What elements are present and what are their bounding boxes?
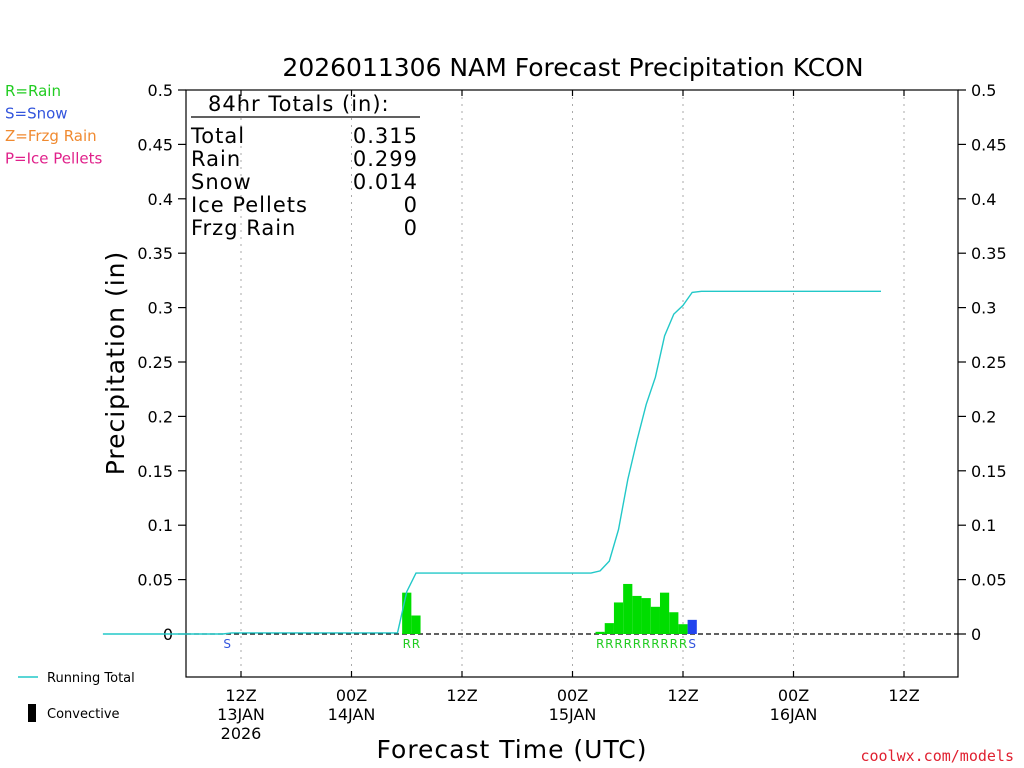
y-tick-label-right: 0.5 — [971, 81, 996, 100]
type-legend-entry: P=Ice Pellets — [5, 150, 102, 168]
x-tick-label: 00Z — [336, 686, 367, 705]
type-marker: R — [670, 637, 678, 651]
totals-header: 84hr Totals (in): — [208, 92, 390, 116]
type-legend-entry: R=Rain — [5, 82, 61, 100]
y-tick-label-right: 0.45 — [971, 135, 1007, 154]
y-tick-label-right: 0.2 — [971, 407, 996, 426]
x-tick-label: 00Z — [778, 686, 809, 705]
precip-bar — [659, 592, 670, 634]
x-tick-label: 12Z — [667, 686, 698, 705]
totals-row-label: Total — [190, 124, 245, 148]
precip-bar — [641, 598, 651, 634]
x-tick-label-date: 14JAN — [328, 705, 376, 724]
type-marker: R — [605, 637, 613, 651]
precip-bar — [411, 615, 421, 634]
y-axis-right: 0 0.05 0.1 0.15 0.2 0.25 0.3 0.35 0.4 0.45 0.5 — [958, 81, 1007, 644]
y-tick-label-left: 0.05 — [137, 571, 173, 590]
type-marker: R — [651, 637, 659, 651]
type-marker: R — [624, 637, 632, 651]
y-tick-label-left: 0.3 — [148, 299, 173, 318]
y-tick-label-left: 0.35 — [137, 244, 173, 263]
totals-row-label: Ice Pellets — [191, 193, 308, 217]
y-tick-label-right: 0.05 — [971, 571, 1007, 590]
grid-lines — [240, 90, 905, 677]
y-axis-left: 00.050.10.150.20.250.30.350.40.450.5 — [137, 81, 186, 644]
x-tick-label-year: 2026 — [221, 724, 262, 743]
y-tick-label-left: 0.45 — [137, 135, 173, 154]
y-tick-label-left: 0.2 — [148, 407, 173, 426]
precip-bar — [632, 595, 642, 634]
y-tick-label-right: 0.25 — [971, 353, 1007, 372]
x-axis-label: Forecast Time (UTC) — [377, 735, 648, 764]
convective-legend-swatch — [28, 704, 36, 722]
type-marker: R — [679, 637, 687, 651]
precip-bar — [650, 606, 660, 634]
precip-bar — [687, 619, 697, 634]
totals-row-value: 0.014 — [353, 170, 418, 194]
x-tick-label: 12Z — [446, 686, 477, 705]
totals-row-label: Rain — [191, 147, 241, 171]
running-total-line — [102, 290, 881, 635]
y-tick-label-left: 0.15 — [137, 462, 173, 481]
series-legend: Running Total Convective — [18, 671, 135, 722]
precip-bar — [604, 623, 614, 634]
y-axis-label: Precipitation (in) — [101, 251, 130, 476]
x-tick-label: 12Z — [225, 686, 256, 705]
convective-legend-label: Convective — [47, 707, 120, 722]
type-marker: R — [596, 637, 604, 651]
type-marker: R — [642, 637, 650, 651]
y-tick-label-left: 0.1 — [148, 516, 173, 535]
totals-row-value: 0.315 — [353, 124, 418, 148]
precip-type-legend: R=Rain S=Snow Z=Frzg Rain P=Ice Pellets — [5, 82, 102, 168]
type-marker: R — [633, 637, 641, 651]
type-marker: R — [412, 637, 420, 651]
x-tick-label-date: 15JAN — [549, 705, 597, 724]
type-marker: R — [403, 637, 411, 651]
totals-box: 84hr Totals (in): Total 0.315 Rain 0.299 Snow… — [190, 92, 420, 240]
precip-bar — [623, 583, 633, 634]
attribution-text: coolwx.com/models — [860, 747, 1014, 765]
type-legend-entry: S=Snow — [5, 105, 68, 123]
y-tick-label-left: 0.5 — [148, 81, 173, 100]
running-total-legend-label: Running Total — [47, 671, 135, 686]
y-tick-label-right: 0.3 — [971, 299, 996, 318]
precip-bar — [595, 631, 605, 634]
x-tick-label-date: 13JAN — [217, 705, 265, 724]
precip-bar — [678, 624, 688, 634]
type-marker: S — [223, 637, 231, 651]
totals-row-value: 0 — [404, 216, 418, 240]
y-tick-label-right: 0.4 — [971, 190, 996, 209]
y-tick-label-right: 0.15 — [971, 462, 1007, 481]
y-tick-label-left: 0.4 — [148, 190, 173, 209]
type-marker: S — [688, 637, 696, 651]
chart-title: 2026011306 NAM Forecast Precipitation KC… — [282, 53, 863, 82]
type-legend-entry: Z=Frzg Rain — [5, 127, 97, 145]
x-tick-label-date: 16JAN — [770, 705, 818, 724]
y-tick-label-right: 0 — [971, 625, 981, 644]
type-marker: R — [614, 637, 622, 651]
type-marker: R — [660, 637, 668, 651]
totals-row-label: Snow — [191, 170, 252, 194]
y-tick-label-right: 0.1 — [971, 516, 996, 535]
totals-row-value: 0 — [404, 193, 418, 217]
x-tick-label: 00Z — [557, 686, 588, 705]
precip-bar — [402, 592, 412, 634]
totals-row-value: 0.299 — [353, 147, 418, 171]
precip-bar — [669, 612, 679, 634]
x-tick-label: 12Z — [888, 686, 919, 705]
y-tick-label-right: 0.35 — [971, 244, 1007, 263]
totals-row-label: Frzg Rain — [191, 216, 296, 240]
y-tick-label-left: 0.25 — [137, 353, 173, 372]
precip-bar — [613, 602, 624, 634]
precip-bars — [402, 583, 697, 634]
